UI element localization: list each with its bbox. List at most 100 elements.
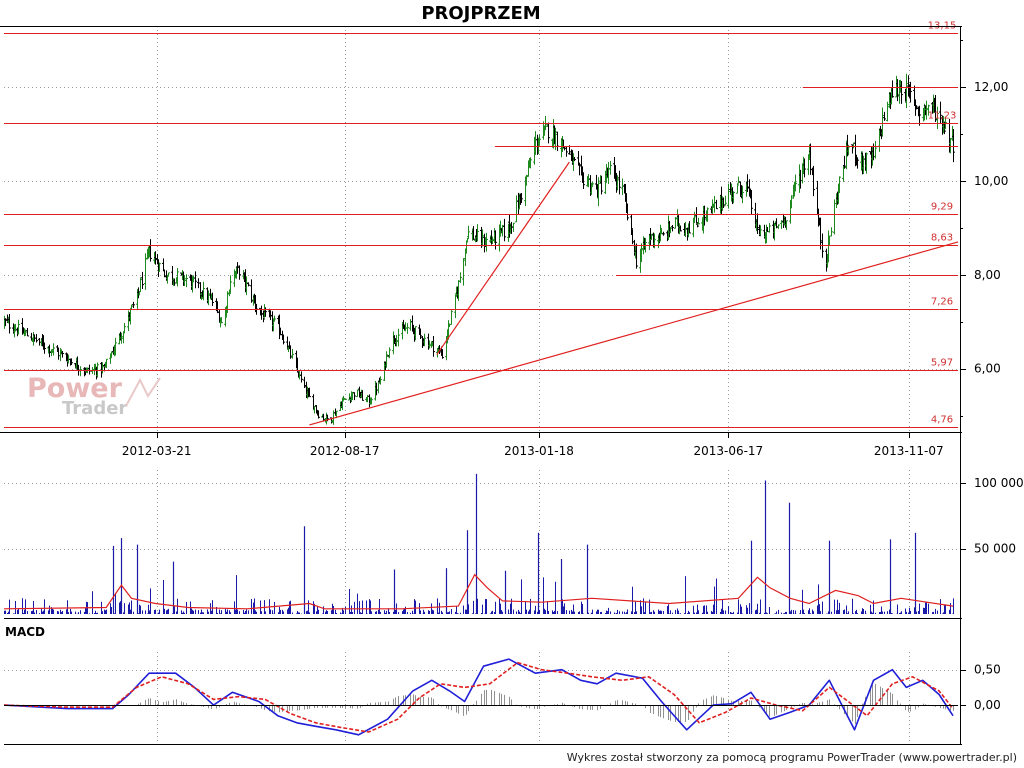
price-bar — [154, 251, 157, 265]
x-tick-label: 2013-01-18 — [504, 444, 574, 458]
price-bar — [264, 307, 267, 317]
price-bar — [395, 334, 398, 347]
price-bar — [409, 318, 412, 331]
price-bar — [794, 174, 797, 192]
price-bar — [803, 158, 806, 178]
y-tick-label: 100 000 — [974, 476, 1024, 490]
price-bar — [167, 272, 170, 277]
price-bar — [856, 157, 859, 169]
y-tick-label: 0,50 — [974, 663, 1001, 677]
price-bar — [860, 151, 863, 171]
price-bar — [494, 230, 497, 250]
price-bar — [688, 221, 691, 234]
price-bar — [238, 265, 241, 280]
price-bar — [351, 391, 354, 400]
y-tick-label: 8,00 — [974, 268, 1001, 282]
price-bar — [573, 157, 576, 162]
x-tick-label: 2013-06-17 — [693, 444, 763, 458]
price-bar — [759, 225, 762, 236]
price-bar — [52, 343, 55, 356]
y-tick-label: 6,00 — [974, 362, 1001, 376]
logo-power-text: Power — [27, 373, 123, 404]
price-bar — [308, 387, 311, 398]
price-bar — [669, 226, 672, 234]
y-tick-label: 10,00 — [974, 174, 1008, 188]
price-bar — [780, 220, 783, 229]
price-bar — [388, 347, 391, 359]
price-bar — [741, 185, 744, 204]
price-bar — [88, 364, 91, 375]
price-bar — [282, 334, 285, 345]
price-bar — [510, 221, 513, 234]
price-bar — [467, 225, 470, 240]
powertrader-logo: Power Trader — [27, 373, 161, 419]
price-bar — [715, 199, 718, 210]
price-bar — [693, 211, 696, 224]
price-bar — [260, 305, 263, 320]
price-bar — [48, 344, 51, 358]
macd-signal-line — [4, 661, 954, 733]
price-bar — [746, 174, 749, 192]
price-bar — [229, 275, 232, 294]
level-label: 5,97 — [931, 358, 953, 369]
level-label: 9,29 — [931, 202, 953, 213]
price-bar — [736, 183, 739, 194]
price-bar — [512, 222, 515, 232]
price-bar — [785, 220, 788, 230]
price-bar — [247, 282, 250, 287]
price-bar — [695, 207, 698, 224]
price-bar — [565, 146, 568, 157]
price-bar — [356, 389, 359, 398]
grid — [4, 26, 958, 744]
price-bar — [674, 217, 677, 229]
price-bar — [298, 370, 301, 380]
price-bar — [342, 395, 345, 401]
price-bar — [819, 217, 822, 250]
price-bar — [406, 323, 409, 334]
axes: 12,00 10,00 8,00 6,00 100 000 50 000 0,50 0,00 2… — [122, 40, 1024, 712]
panel-frames — [0, 26, 962, 745]
price-bar — [671, 225, 674, 232]
macd-title: MACD — [5, 625, 45, 639]
price-bar — [245, 276, 248, 296]
chart-title: PROJPRZEM — [421, 3, 540, 24]
price-bar — [918, 105, 921, 126]
price-bar — [756, 213, 759, 235]
price-bar — [578, 162, 581, 176]
price-bar — [722, 197, 725, 209]
price-bar — [582, 172, 585, 189]
price-bar — [149, 239, 152, 262]
price-bar — [727, 183, 730, 209]
price-bar — [905, 73, 908, 108]
trendline — [309, 241, 959, 426]
price-bar — [874, 141, 877, 159]
price-bar — [132, 301, 135, 309]
price-bar — [503, 218, 506, 242]
price-bar — [600, 175, 603, 195]
price-bar — [697, 217, 700, 225]
price-bar — [262, 310, 265, 323]
price-bar — [491, 236, 494, 244]
level-label: 11,23 — [928, 111, 957, 122]
price-bar — [428, 340, 431, 349]
price-bar — [423, 333, 426, 347]
price-bar — [462, 258, 465, 286]
price-bar — [441, 349, 444, 359]
price-bar — [303, 376, 306, 389]
price-bar — [199, 282, 202, 299]
price-bar — [43, 342, 46, 354]
price-bar — [925, 100, 928, 120]
logo-trader-text: Trader — [62, 398, 127, 419]
price-bar — [883, 111, 886, 121]
price-bar — [202, 281, 205, 301]
price-bar — [385, 351, 388, 368]
price-bar — [250, 279, 253, 303]
price-bar — [114, 337, 117, 356]
price-bar — [163, 270, 166, 278]
price-bar — [838, 176, 841, 194]
price-bar — [703, 205, 706, 226]
price-bar — [529, 157, 532, 169]
price-bar — [476, 224, 479, 242]
